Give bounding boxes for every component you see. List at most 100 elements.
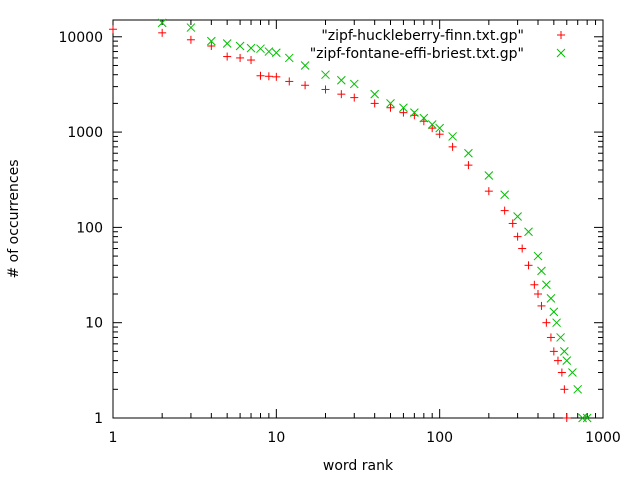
legend-marker-fontane <box>556 48 566 58</box>
fontane-point <box>524 227 533 237</box>
huckleberry-point <box>236 53 245 62</box>
huckleberry-point <box>223 52 232 61</box>
fontane-point <box>321 70 330 80</box>
huckleberry-point <box>518 244 527 253</box>
huckleberry-point <box>553 356 562 365</box>
huckleberry-point <box>435 130 444 139</box>
y-axis-label: # of occurrences <box>6 159 22 278</box>
huckleberry-point <box>537 301 546 310</box>
fontane-point <box>222 39 232 48</box>
fontane-point <box>264 47 274 56</box>
fontane-point <box>370 89 380 99</box>
y-tick-label: 10000 <box>58 30 103 46</box>
fontane-point <box>284 53 294 63</box>
fontane-point <box>300 61 310 70</box>
huckleberry-point <box>524 261 533 270</box>
fontane-point <box>448 132 457 141</box>
huckleberry-point <box>285 77 294 86</box>
fontane-point <box>582 413 592 423</box>
fontane-point <box>271 48 281 58</box>
fontane-point <box>484 171 494 180</box>
huckleberry-point <box>484 187 493 196</box>
legend-key-huckleberry <box>557 31 565 39</box>
fontane-point <box>537 266 546 276</box>
fontane-point <box>464 148 473 158</box>
huckleberry-point <box>386 103 395 112</box>
legend: "zipf-huckleberry-finn.txt.gp" "zipf-fon… <box>310 28 566 62</box>
x-tick-label: 1 <box>109 430 118 446</box>
fontane-point <box>549 307 559 317</box>
huckleberry-point <box>530 280 539 289</box>
fontane-point <box>399 103 408 113</box>
fontane-point <box>186 23 196 32</box>
fontane-point <box>386 99 395 108</box>
huckleberry-point <box>513 232 522 241</box>
huckleberry-point <box>500 206 509 215</box>
fontane-point <box>419 113 429 123</box>
huckleberry-point <box>448 142 457 151</box>
plot-frame <box>112 19 604 419</box>
x-tick-label: 100 <box>426 430 453 446</box>
huckleberry-point <box>557 368 566 377</box>
huckleberry-point <box>560 385 569 394</box>
fontane-point <box>336 75 346 85</box>
fontane-point <box>246 43 256 53</box>
huckleberry-point <box>337 90 346 99</box>
huckleberry-point <box>247 56 256 65</box>
x-tick-label: 1000 <box>585 430 621 446</box>
fontane-point <box>573 384 583 394</box>
huckleberry-point <box>272 72 281 81</box>
fontane-point <box>556 333 565 342</box>
fontane-point <box>562 356 572 365</box>
legend-key-fontane <box>556 48 566 58</box>
fontane-point <box>256 44 265 54</box>
huckleberry-point <box>207 42 216 51</box>
fontane-point <box>500 190 510 200</box>
huckleberry-point <box>534 290 543 299</box>
fontane-point <box>533 251 543 261</box>
huckleberry-point <box>464 161 473 170</box>
huckleberry-point <box>264 72 273 81</box>
fontane-point <box>235 41 245 51</box>
x-tick-label: 10 <box>267 430 285 446</box>
huckleberry-point <box>186 35 195 44</box>
huckleberry-point <box>158 28 167 37</box>
fontane-point <box>410 108 419 117</box>
axis-tick-labels: 1 10 100 1000 1 10 100 1000 10000 <box>58 30 620 446</box>
y-tick-label: 10 <box>85 316 103 332</box>
fontane-point <box>157 18 167 28</box>
huckleberry-point <box>350 93 359 102</box>
huckleberry-point <box>562 414 571 422</box>
fontane-point <box>349 79 359 89</box>
huckleberry-point <box>399 108 408 117</box>
fontane-point <box>427 120 437 129</box>
huckleberry-point <box>109 25 117 34</box>
data-points <box>109 18 592 423</box>
huckleberry-point <box>301 81 310 90</box>
fontane-point <box>542 280 551 290</box>
axis-ticks <box>112 20 604 419</box>
y-tick-label: 1000 <box>67 125 103 141</box>
fontane-point <box>568 368 577 377</box>
huckleberry-point <box>370 99 379 108</box>
fontane-point <box>435 123 445 133</box>
y-tick-label: 100 <box>76 220 103 236</box>
fontane-point <box>552 318 561 328</box>
legend-label-fontane: "zipf-fontane-effi-briest.txt.gp" <box>310 46 524 62</box>
fontane-point <box>206 36 216 46</box>
huckleberry-point <box>321 85 330 94</box>
huckleberry-point <box>508 219 517 228</box>
huckleberry-point <box>256 71 265 80</box>
fontane-point <box>560 347 569 356</box>
fontane-point <box>513 212 522 221</box>
huckleberry-point <box>428 124 437 133</box>
y-tick-label: 1 <box>94 411 103 427</box>
x-axis-label: word rank <box>323 458 394 474</box>
huckleberry-point <box>546 333 555 342</box>
legend-label-huckleberry: "zipf-huckleberry-finn.txt.gp" <box>321 28 524 44</box>
huckleberry-point <box>549 347 558 356</box>
huckleberry-point <box>542 318 551 327</box>
fontane-point <box>546 294 556 303</box>
fontane-point <box>578 413 587 423</box>
